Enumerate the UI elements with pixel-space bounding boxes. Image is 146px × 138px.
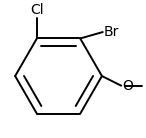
Text: O: O [122,79,133,93]
Text: Cl: Cl [30,3,44,17]
Text: Br: Br [104,25,119,39]
